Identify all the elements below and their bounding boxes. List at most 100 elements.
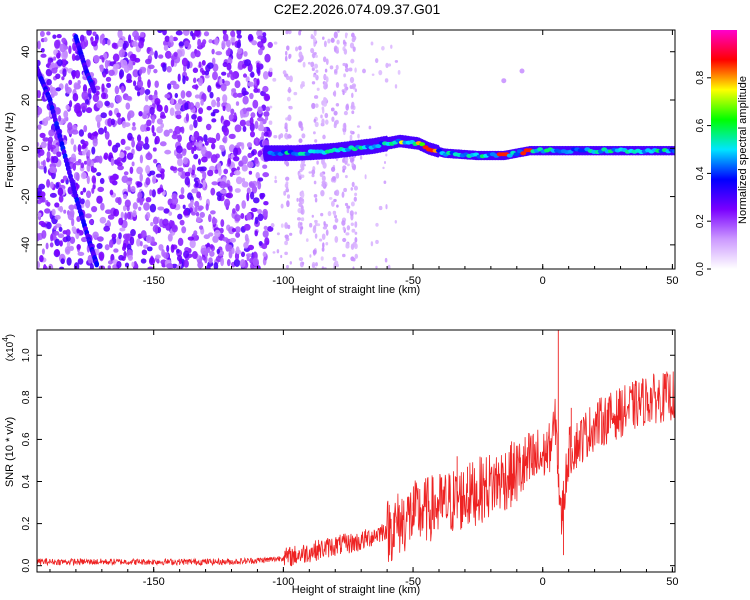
- noise-blob: [99, 177, 105, 185]
- noise-blob: [164, 93, 171, 99]
- noise-blob: [193, 230, 198, 236]
- noise-blob: [149, 203, 157, 213]
- noise-blob: [210, 112, 215, 117]
- noise-blob: [135, 32, 139, 39]
- noise-blob: [109, 175, 116, 184]
- noise-blob: [73, 144, 77, 153]
- noise-blob: [302, 61, 306, 68]
- noise-blob: [87, 132, 92, 139]
- noise-blob: [223, 127, 229, 136]
- noise-blob: [298, 51, 303, 58]
- noise-blob: [81, 90, 89, 100]
- noise-blob: [321, 183, 326, 187]
- noise-blob: [276, 249, 280, 254]
- noise-blob: [286, 264, 289, 269]
- snr-series: [37, 330, 675, 567]
- noise-blob: [72, 42, 77, 52]
- spectrogram-x-label: Height of straight line (km): [292, 284, 420, 296]
- noise-blob: [55, 223, 62, 228]
- noise-blob: [62, 175, 68, 181]
- noise-blob: [321, 247, 325, 252]
- noise-blob: [184, 40, 190, 47]
- noise-blob: [313, 180, 317, 185]
- noise-blob: [234, 188, 241, 193]
- noise-blob: [152, 147, 157, 152]
- noise-blob: [247, 33, 254, 42]
- noise-blob: [126, 177, 133, 182]
- noise-blob: [117, 196, 122, 206]
- noise-blob: [50, 62, 56, 69]
- noise-blob: [207, 85, 212, 93]
- noise-blob: [201, 70, 206, 76]
- noise-blob: [311, 263, 316, 268]
- noise-blob: [371, 73, 375, 76]
- noise-blob: [194, 200, 200, 208]
- noise-blob: [125, 102, 131, 110]
- noise-blob: [37, 59, 41, 67]
- noise-blob: [233, 170, 241, 176]
- noise-blob: [193, 130, 200, 140]
- noise-blob: [201, 60, 206, 66]
- noise-blob: [273, 135, 278, 139]
- noise-blob: [81, 236, 88, 243]
- noise-blob: [206, 246, 211, 254]
- noise-blob: [118, 217, 124, 226]
- noise-blob: [375, 222, 379, 227]
- noise-blob: [222, 237, 229, 242]
- y-tick-label: -20: [20, 189, 32, 205]
- noise-blob: [354, 67, 357, 73]
- noise-blob: [119, 69, 125, 79]
- noise-blob: [182, 75, 186, 85]
- noise-blob: [202, 179, 206, 189]
- noise-blob: [349, 85, 354, 89]
- noise-blob: [75, 172, 80, 182]
- noise-blob: [69, 236, 76, 244]
- noise-blob: [381, 45, 385, 51]
- noise-blob: [79, 34, 85, 43]
- noise-blob: [108, 110, 113, 117]
- noise-blob: [154, 97, 161, 106]
- noise-blob: [322, 101, 328, 107]
- noise-blob: [239, 259, 246, 268]
- noise-blob: [226, 62, 232, 71]
- noise-blob: [47, 140, 53, 150]
- noise-blob: [133, 261, 138, 269]
- noise-blob: [60, 258, 65, 265]
- noise-blob: [266, 225, 274, 232]
- noise-blob: [117, 165, 124, 171]
- noise-blob: [73, 262, 80, 269]
- noise-blob: [166, 65, 172, 73]
- noise-blob: [37, 199, 42, 205]
- carrier-core: [520, 151, 527, 156]
- noise-blob: [109, 189, 114, 196]
- noise-blob: [71, 226, 77, 232]
- noise-blob: [104, 244, 110, 251]
- noise-blob: [333, 110, 338, 116]
- noise-blob: [284, 251, 288, 256]
- noise-blob: [254, 216, 259, 225]
- noise-blob: [124, 212, 128, 221]
- noise-blob: [322, 226, 328, 230]
- noise-blob: [53, 91, 58, 96]
- noise-blob: [121, 175, 129, 184]
- noise-blob: [37, 233, 41, 242]
- noise-blob: [131, 126, 137, 131]
- noise-blob: [341, 220, 346, 226]
- noise-blob: [204, 141, 209, 146]
- noise-blob: [243, 223, 251, 231]
- noise-blob: [332, 224, 338, 230]
- noise-blob: [118, 49, 125, 58]
- noise-blob: [351, 92, 354, 99]
- noise-blob: [209, 244, 214, 249]
- noise-blob: [350, 58, 355, 64]
- noise-blob: [72, 93, 79, 102]
- noise-blob: [288, 105, 293, 110]
- noise-blob: [125, 96, 132, 101]
- noise-blob: [165, 223, 171, 231]
- noise-blob: [87, 149, 91, 157]
- noise-blob: [142, 143, 150, 150]
- noise-blob: [222, 33, 229, 42]
- noise-blob: [156, 118, 163, 125]
- noise-blob: [62, 117, 67, 124]
- noise-blob: [177, 158, 183, 167]
